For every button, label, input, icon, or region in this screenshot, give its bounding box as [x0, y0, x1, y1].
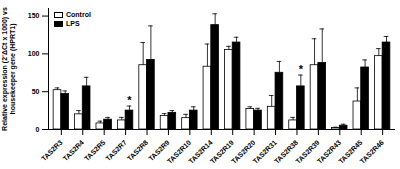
- svg-text:TAS2R9: TAS2R9: [147, 138, 171, 163]
- svg-text:TAS2R31: TAS2R31: [251, 138, 278, 165]
- svg-text:TAS2R7: TAS2R7: [104, 139, 128, 163]
- html-text:Control: Control: [66, 11, 91, 18]
- svg-text:TAS2R38: TAS2R38: [272, 138, 300, 165]
- html-text:LPS: LPS: [66, 20, 80, 27]
- svg-text:TAS2R3: TAS2R3: [40, 139, 64, 163]
- svg-text:100: 100: [28, 50, 40, 57]
- svg-text:TAS2R10: TAS2R10: [165, 138, 193, 165]
- html-text:Relative expression (2⁻ΔCt x 1: Relative expression (2⁻ΔCt x 1000) vs ho…: [1, 6, 16, 131]
- svg-text:TAS2R45: TAS2R45: [337, 138, 364, 165]
- svg-text:TAS2R8: TAS2R8: [126, 139, 150, 163]
- svg-text:TAS2R14: TAS2R14: [187, 138, 214, 165]
- svg-text:TAS2R20: TAS2R20: [230, 138, 257, 165]
- svg-text:0: 0: [36, 126, 40, 133]
- svg-text:50: 50: [32, 88, 40, 95]
- svg-text:TAS2R4: TAS2R4: [61, 139, 85, 163]
- svg-text:*: *: [127, 94, 132, 106]
- svg-text:TAS2R39: TAS2R39: [294, 138, 321, 165]
- svg-text:*: *: [299, 63, 304, 75]
- svg-text:TAS2R5: TAS2R5: [83, 139, 107, 163]
- svg-text:150: 150: [28, 12, 40, 19]
- svg-text:TAS2R19: TAS2R19: [208, 138, 235, 165]
- svg-text:TAS2R46: TAS2R46: [359, 139, 385, 165]
- svg-text:TAS2R43: TAS2R43: [315, 138, 343, 165]
